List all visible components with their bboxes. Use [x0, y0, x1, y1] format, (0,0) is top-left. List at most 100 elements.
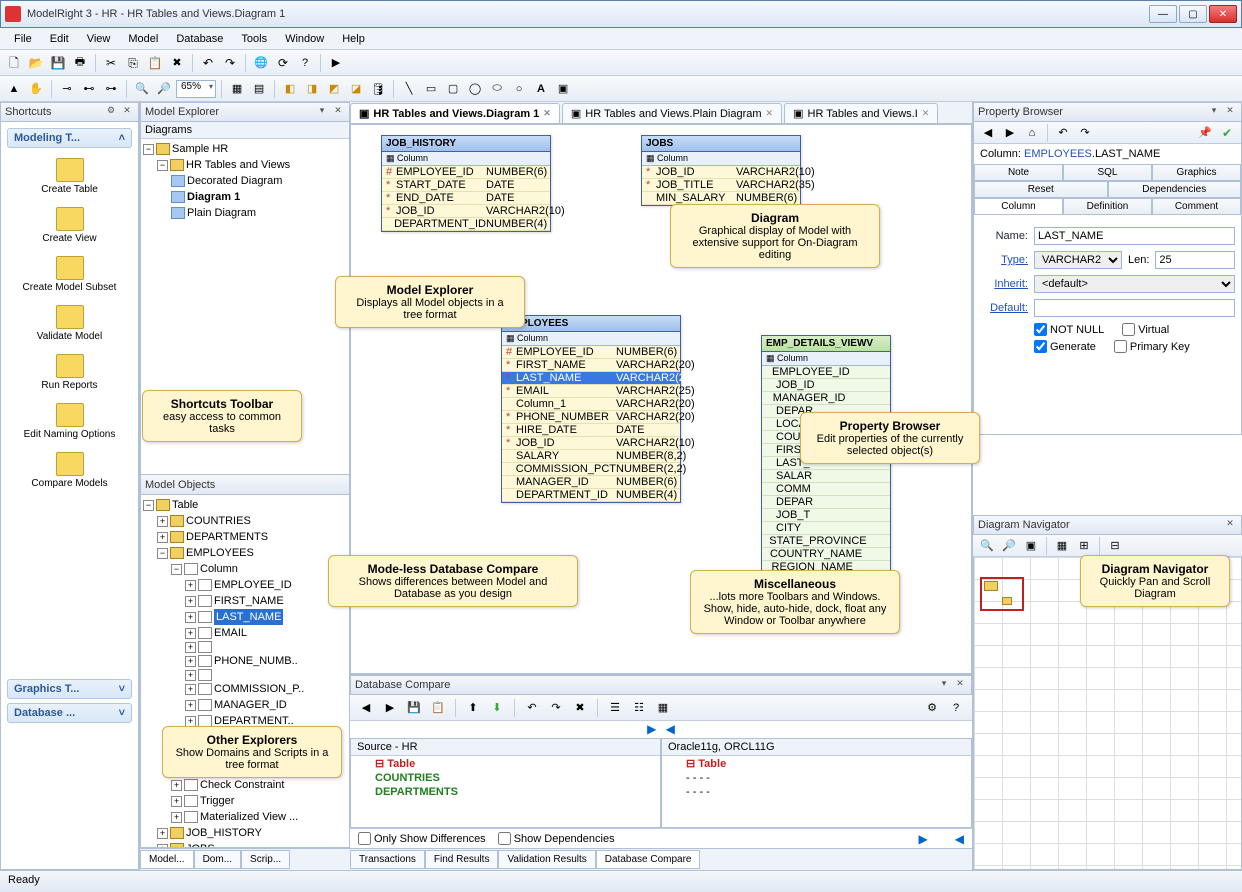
zoomout-icon[interactable]: 🔎 — [154, 79, 174, 99]
shortcuts-group-graphics[interactable]: Graphics T...˅ — [7, 679, 132, 699]
bottom-tab[interactable]: Database Compare — [596, 850, 701, 869]
default-label[interactable]: Default: — [980, 302, 1028, 314]
generate-checkbox[interactable]: Generate — [1034, 340, 1096, 353]
nav-zoomout-icon[interactable]: 🔎 — [999, 536, 1019, 556]
tree-column[interactable]: FIRST_NAME — [214, 593, 284, 609]
bottom-tab[interactable]: Transactions — [350, 850, 425, 869]
compare-back-icon[interactable]: ◀ — [356, 698, 376, 718]
hand-icon[interactable]: ✋ — [26, 79, 46, 99]
virtual-checkbox[interactable]: Virtual — [1122, 323, 1169, 336]
shortcut-run-reports[interactable]: Run Reports — [3, 348, 136, 397]
property-tab-definition[interactable]: Definition — [1063, 198, 1152, 215]
prop-check-icon[interactable] — [1217, 123, 1237, 143]
notnull-checkbox[interactable]: NOT NULL — [1034, 323, 1104, 336]
property-tab-sql[interactable]: SQL — [1063, 164, 1152, 181]
zoom-combo[interactable]: 65% — [176, 80, 216, 98]
tree-root[interactable]: Sample HR — [172, 141, 228, 157]
shortcut-create-view[interactable]: Create View — [3, 201, 136, 250]
menu-window[interactable]: Window — [277, 30, 332, 48]
prop-pin-icon[interactable]: 📌 — [1195, 123, 1215, 143]
prop-redo-icon[interactable]: ↷ — [1075, 123, 1095, 143]
compare-list1-icon[interactable]: ☰ — [605, 698, 625, 718]
property-dropdown-icon[interactable]: ▾ — [1207, 105, 1221, 119]
explorer-tab[interactable]: Model... — [140, 850, 194, 869]
shortcuts-group-modeling[interactable]: Modeling T...˄ — [7, 128, 132, 148]
explorer-tab[interactable]: Scrip... — [241, 850, 290, 869]
menu-tools[interactable]: Tools — [233, 30, 275, 48]
tab-close-icon[interactable]: ✕ — [922, 108, 930, 119]
paste-icon[interactable] — [145, 53, 165, 73]
breadcrumb-link[interactable]: EMPLOYEES — [1024, 148, 1092, 160]
inherit-label[interactable]: Inherit: — [980, 278, 1028, 290]
arrow-right-icon[interactable] — [647, 722, 656, 736]
shortcuts-close-icon[interactable]: ✕ — [120, 105, 134, 119]
open-icon[interactable] — [26, 53, 46, 73]
compare-q-icon[interactable]: ? — [946, 698, 966, 718]
tree-table[interactable]: DEPARTMENTS — [186, 529, 268, 545]
copy-icon[interactable] — [123, 53, 143, 73]
tab-close-icon[interactable]: ✕ — [766, 108, 774, 119]
prop-undo-icon[interactable]: ↶ — [1053, 123, 1073, 143]
shortcut-create-table[interactable]: Create Table — [3, 152, 136, 201]
zoomin-icon[interactable]: 🔍 — [132, 79, 152, 99]
circle-icon[interactable]: ○ — [509, 79, 529, 99]
type-label[interactable]: Type: — [980, 254, 1028, 266]
compare-list3-icon[interactable]: ▦ — [653, 698, 673, 718]
navigator-close-icon[interactable]: ✕ — [1223, 518, 1237, 532]
save-icon[interactable] — [48, 53, 68, 73]
tree-column[interactable]: LAST_NAME — [214, 609, 283, 625]
compare-close-icon[interactable]: ✕ — [953, 678, 967, 692]
shortcut-validate-model[interactable]: Validate Model — [3, 299, 136, 348]
compare-undo-icon[interactable]: ↶ — [522, 698, 542, 718]
tree-diagram[interactable]: Decorated Diagram — [187, 173, 282, 189]
shape-box3-icon[interactable]: ◩ — [324, 79, 344, 99]
menu-help[interactable]: Help — [334, 30, 373, 48]
nav-grid2-icon[interactable]: ⊞ — [1074, 536, 1094, 556]
tree-column[interactable]: PHONE_NUMB.. — [214, 653, 298, 669]
tree-subnode[interactable]: Check Constraint — [200, 777, 284, 793]
shortcuts-gear-icon[interactable]: ⚙ — [104, 105, 118, 119]
nav-expand-icon[interactable]: ⊟ — [1105, 536, 1125, 556]
pointer-icon[interactable]: ▲ — [4, 79, 24, 99]
tree-diagram-active[interactable]: Diagram 1 — [187, 189, 240, 205]
compare-up-icon[interactable]: ⬆ — [463, 698, 483, 718]
arrow-right-icon[interactable] — [918, 833, 927, 845]
compare-save-icon[interactable]: 💾 — [404, 698, 424, 718]
prop-home-icon[interactable]: ⌂ — [1022, 123, 1042, 143]
entity-job_history[interactable]: JOB_HISTORY▦ Column#EMPLOYEE_IDNUMBER(6)… — [381, 135, 551, 232]
explorer-dropdown-icon[interactable]: ▾ — [315, 105, 329, 119]
type-select[interactable]: VARCHAR2 — [1034, 251, 1122, 269]
property-tab-note[interactable]: Note — [974, 164, 1063, 181]
ellipse-icon[interactable]: ◯ — [465, 79, 485, 99]
property-tab-graphics[interactable]: Graphics — [1152, 164, 1241, 181]
run-icon[interactable]: ▶ — [326, 53, 346, 73]
db-icon[interactable] — [368, 79, 388, 99]
nav-zoomin-icon[interactable]: 🔍 — [977, 536, 997, 556]
new-icon[interactable] — [4, 53, 24, 73]
image-icon[interactable]: ▣ — [553, 79, 573, 99]
entity-employees[interactable]: EMPLOYEES▦ Column#EMPLOYEE_IDNUMBER(6)*F… — [501, 315, 681, 503]
compare-x-icon[interactable]: ✖ — [570, 698, 590, 718]
menu-file[interactable]: File — [6, 30, 40, 48]
arrow-left-icon[interactable] — [955, 833, 964, 845]
shortcut-edit-naming-options[interactable]: Edit Naming Options — [3, 397, 136, 446]
only-diff-checkbox[interactable]: Only Show Differences — [358, 832, 486, 845]
minimize-button[interactable]: — — [1149, 5, 1177, 23]
explorer-tab[interactable]: Dom... — [194, 850, 241, 869]
tree-diagram[interactable]: Plain Diagram — [187, 205, 256, 221]
tree-subnode[interactable]: Materialized View ... — [200, 809, 298, 825]
nav-grid-icon[interactable]: ▦ — [1052, 536, 1072, 556]
property-tab-dependencies[interactable]: Dependencies — [1108, 181, 1242, 198]
layout2-icon[interactable]: ▤ — [249, 79, 269, 99]
show-deps-checkbox[interactable]: Show Dependencies — [498, 832, 615, 845]
tree-column[interactable]: MANAGER_ID — [214, 697, 287, 713]
nav-fit-icon[interactable]: ▣ — [1021, 536, 1041, 556]
tree-table[interactable]: JOBS — [186, 841, 215, 848]
inherit-select[interactable]: <default> — [1034, 275, 1235, 293]
menu-edit[interactable]: Edit — [42, 30, 77, 48]
compare-down-icon[interactable]: ⬇ — [487, 698, 507, 718]
help-icon[interactable]: ? — [295, 53, 315, 73]
arrow-left-icon[interactable] — [666, 722, 675, 736]
compare-gear-icon[interactable]: ⚙ — [922, 698, 942, 718]
compare-list2-icon[interactable]: ☷ — [629, 698, 649, 718]
